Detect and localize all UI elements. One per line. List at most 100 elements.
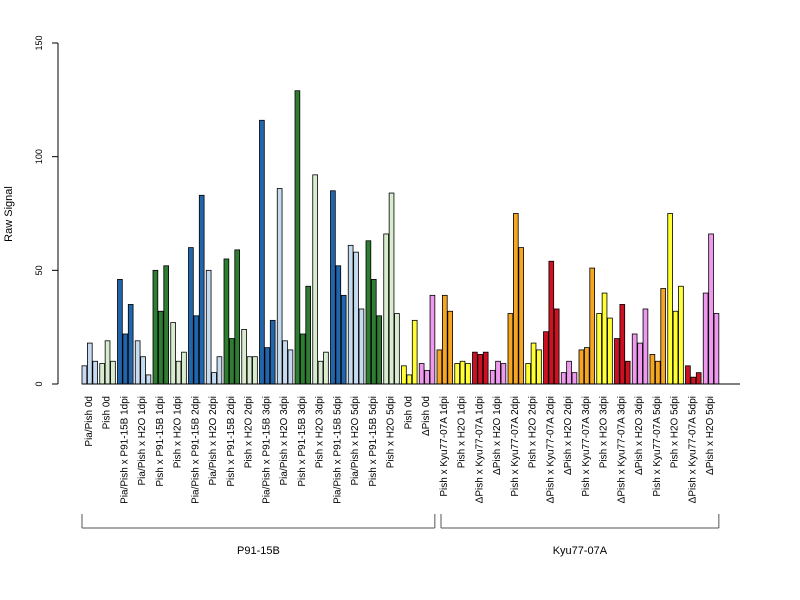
bar: [134, 340, 141, 385]
bar: [601, 292, 608, 385]
bar: [685, 365, 691, 385]
y-tick-label: 0: [34, 381, 44, 386]
group-brackets: P91-15B Kyu77-07A: [81, 514, 720, 557]
bar: [660, 288, 666, 385]
y-tick-label: 100: [34, 149, 44, 164]
bar: [507, 313, 514, 385]
x-tick-label: Pish x P91-15B 2dpi: [226, 396, 237, 487]
x-tick-label: ΔPish x Kyu77-07A 2dpi: [545, 396, 556, 503]
bar: [441, 294, 448, 385]
x-tick-label: Pish x H2O 1dpi: [173, 396, 184, 468]
bar: [649, 354, 656, 385]
bar: [117, 279, 123, 385]
x-tick-label: Pish x P91-15B 1dpi: [155, 396, 166, 487]
bar: [589, 267, 595, 385]
x-tick-label: ΔPish 0d: [421, 396, 432, 436]
x-tick-labels: Pia/Pish 0d Pish 0d Pia/Pish x P91-15B 1dp…: [84, 396, 716, 504]
x-tick-label: ΔPish x Kyu77-07A 3dpi: [616, 396, 627, 503]
x-tick-label: Pish x Kyu77-07A 5dpi: [652, 396, 663, 497]
group-label: P91-15B: [237, 545, 280, 557]
bar: [223, 258, 230, 385]
x-tick-label: Pish x H2O 3dpi: [599, 396, 610, 468]
y-axis-label: Raw Signal: [3, 186, 15, 242]
bar-series: [81, 90, 720, 385]
bar: [530, 342, 537, 385]
x-tick-label: Pia/Pish x P91-15B 3dpi: [261, 396, 272, 504]
bar: [518, 247, 524, 385]
bar: [619, 304, 626, 385]
bar: [553, 308, 560, 385]
x-tick-label: Pish x P91-15B 5dpi: [368, 396, 379, 487]
bar: [358, 308, 365, 385]
bar: [482, 351, 489, 385]
x-tick-label: Pish 0d: [403, 396, 414, 429]
bar: [631, 333, 638, 385]
bar: [181, 351, 187, 385]
x-tick-label: Pia/Pish x H2O 5dpi: [350, 396, 361, 486]
bar: [418, 363, 425, 385]
bar: [447, 310, 453, 385]
bar: [110, 360, 116, 385]
bar: [323, 351, 329, 385]
bar: [678, 285, 684, 385]
bar: [708, 233, 714, 385]
bar: [401, 365, 407, 385]
bar: [170, 322, 176, 385]
bar: [513, 213, 519, 385]
bar: [127, 304, 134, 385]
bar: [543, 331, 549, 385]
bar: [276, 188, 283, 385]
bar: [264, 347, 271, 385]
bar: [477, 354, 484, 385]
x-tick-label: ΔPish x Kyu77-07A 1dpi: [474, 396, 485, 503]
bar: [340, 294, 347, 385]
bar: [317, 360, 324, 385]
bar: [536, 349, 542, 385]
x-tick-label: Pish x H2O 5dpi: [670, 396, 681, 468]
bar: [241, 329, 247, 385]
bar: [560, 372, 567, 385]
y-axis: 0 50 100 150: [34, 35, 59, 387]
x-tick-label: Pish 0d: [102, 396, 113, 429]
x-tick-label: Pia/Pish x H2O 2dpi: [208, 396, 219, 486]
y-tick-label: 50: [34, 265, 44, 275]
x-tick-label: Pish x H2O 2dpi: [528, 396, 539, 468]
bar: [571, 372, 578, 385]
bar: [365, 240, 372, 385]
bar: [578, 349, 585, 385]
bar: [282, 340, 288, 385]
bar: [305, 285, 311, 385]
bar: [525, 363, 531, 385]
bar: [330, 190, 336, 385]
bar: [246, 356, 253, 385]
y-tick-label: 150: [34, 35, 44, 50]
x-tick-label: Pia/Pish x H2O 3dpi: [279, 396, 290, 486]
bar: [312, 174, 318, 385]
bar: [228, 338, 235, 385]
bar: [596, 313, 602, 385]
x-tick-label: Pia/Pish x P91-15B 1dpi: [119, 396, 130, 504]
bar: [411, 319, 418, 385]
bar: [454, 363, 460, 385]
x-tick-label: Pia/Pish x H2O 1dpi: [137, 396, 148, 486]
x-tick-label: ΔPish x H2O 5dpi: [705, 396, 716, 475]
bar: [163, 265, 170, 385]
bar: [269, 319, 276, 385]
bar: [637, 342, 643, 385]
bar: [702, 292, 709, 385]
bar: [489, 369, 496, 385]
bar: [394, 313, 400, 385]
bar: [287, 349, 294, 385]
bar: [436, 349, 443, 385]
x-tick-label: Pia/Pish x P91-15B 5dpi: [332, 396, 343, 504]
x-tick-label: Pia/Pish x P91-15B 2dpi: [190, 396, 201, 504]
bar: [424, 369, 430, 385]
bar: [216, 356, 223, 385]
bar: [459, 360, 466, 385]
group-label: Kyu77-07A: [553, 545, 608, 557]
bar: [198, 194, 205, 385]
bar: [500, 363, 507, 385]
x-tick-label: Pish x H2O 3dpi: [315, 396, 326, 468]
bar: [104, 340, 111, 385]
